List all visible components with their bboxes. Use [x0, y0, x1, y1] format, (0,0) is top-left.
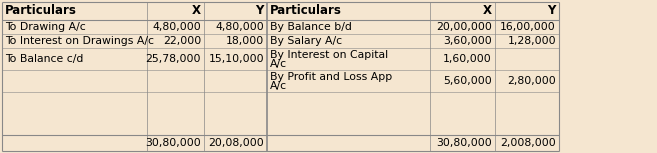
Text: 16,00,000: 16,00,000	[500, 22, 556, 32]
Text: 18,000: 18,000	[226, 36, 264, 46]
Bar	[2, 20, 559, 34]
Text: A/c: A/c	[270, 59, 287, 69]
Text: By Profit and Loss App: By Profit and Loss App	[270, 72, 392, 82]
Text: 22,000: 22,000	[163, 36, 201, 46]
Text: 20,08,000: 20,08,000	[208, 138, 264, 148]
Text: By Salary A/c: By Salary A/c	[270, 36, 342, 46]
Text: 15,10,000: 15,10,000	[208, 54, 264, 64]
Text: 20,00,000: 20,00,000	[436, 22, 492, 32]
Text: 5,60,000: 5,60,000	[443, 76, 492, 86]
Text: To Balance c/d: To Balance c/d	[5, 54, 83, 64]
Text: To Drawing A/c: To Drawing A/c	[5, 22, 86, 32]
Text: Y: Y	[548, 4, 556, 17]
Text: 2,80,000: 2,80,000	[507, 76, 556, 86]
Text: Y: Y	[256, 4, 264, 17]
Text: Particulars: Particulars	[270, 4, 342, 17]
Bar	[2, 70, 559, 92]
Bar	[2, 92, 559, 135]
Text: 30,80,000: 30,80,000	[436, 138, 492, 148]
Text: A/c: A/c	[270, 81, 287, 91]
Text: 4,80,000: 4,80,000	[152, 22, 201, 32]
Text: By Balance b/d: By Balance b/d	[270, 22, 352, 32]
Text: 4,80,000: 4,80,000	[215, 22, 264, 32]
Bar	[2, 48, 559, 70]
Text: 30,80,000: 30,80,000	[145, 138, 201, 148]
Text: X: X	[483, 4, 492, 17]
Text: Particulars: Particulars	[5, 4, 77, 17]
Bar	[2, 34, 559, 48]
Text: To Interest on Drawings A/c: To Interest on Drawings A/c	[5, 36, 154, 46]
Bar	[2, 135, 559, 151]
Text: 2,008,000: 2,008,000	[500, 138, 556, 148]
Text: 1,28,000: 1,28,000	[507, 36, 556, 46]
Text: X: X	[192, 4, 201, 17]
Text: 3,60,000: 3,60,000	[443, 36, 492, 46]
Bar	[2, 2, 559, 151]
Text: 1,60,000: 1,60,000	[443, 54, 492, 64]
Text: 25,78,000: 25,78,000	[145, 54, 201, 64]
Text: By Interest on Capital: By Interest on Capital	[270, 50, 388, 60]
